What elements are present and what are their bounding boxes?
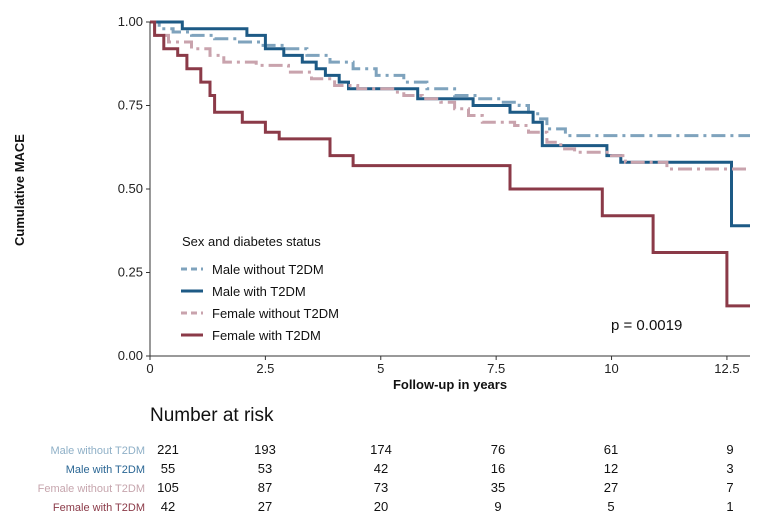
plot-area xyxy=(150,20,750,308)
series-line-3 xyxy=(150,20,750,171)
legend-entry-label: Male with T2DM xyxy=(212,284,306,299)
x-axis-title: Follow-up in years xyxy=(393,377,507,392)
risk-count: 55 xyxy=(161,461,175,476)
risk-count: 35 xyxy=(491,480,505,495)
risk-count: 73 xyxy=(374,480,388,495)
risk-count: 9 xyxy=(726,442,733,457)
axes: 0.00 0.25 0.50 0.75 1.00 0 2.5 5 7.5 10 12.5 xyxy=(118,14,750,376)
risk-count: 42 xyxy=(374,461,388,476)
risk-count: 105 xyxy=(157,480,179,495)
risk-count: 12 xyxy=(604,461,618,476)
y-tick-label: 1.00 xyxy=(118,14,143,29)
risk-count: 16 xyxy=(491,461,505,476)
risk-row-label: Male with T2DM xyxy=(66,464,145,476)
risk-table-title: Number at risk xyxy=(150,405,274,426)
risk-count: 5 xyxy=(607,499,614,514)
y-tick-label: 0.75 xyxy=(118,98,143,113)
legend-entry-label: Female without T2DM xyxy=(212,306,339,321)
legend-title: Sex and diabetes status xyxy=(182,234,321,249)
risk-count: 193 xyxy=(254,442,276,457)
y-tick-label: 0.00 xyxy=(118,348,143,363)
risk-count: 7 xyxy=(726,480,733,495)
risk-count: 3 xyxy=(726,461,733,476)
y-axis-title: Cumulative MACE xyxy=(12,134,27,246)
risk-count: 61 xyxy=(604,442,618,457)
risk-count: 76 xyxy=(491,442,505,457)
risk-count: 53 xyxy=(258,461,272,476)
risk-count: 221 xyxy=(157,442,179,457)
risk-row-label: Female with T2DM xyxy=(53,502,145,514)
risk-count: 1 xyxy=(726,499,733,514)
legend: Sex and diabetes status Male without T2DM… xyxy=(181,234,339,343)
risk-row-label: Male without T2DM xyxy=(50,445,145,457)
y-tick-label: 0.25 xyxy=(118,265,143,280)
risk-count: 174 xyxy=(370,442,392,457)
x-tick-label: 10 xyxy=(604,361,618,376)
risk-count: 27 xyxy=(604,480,618,495)
risk-count: 20 xyxy=(374,499,388,514)
x-tick-label: 7.5 xyxy=(487,361,505,376)
legend-entry-label: Male without T2DM xyxy=(212,262,324,277)
risk-row-label: Female without T2DM xyxy=(38,483,145,495)
risk-count: 27 xyxy=(258,499,272,514)
risk-count: 87 xyxy=(258,480,272,495)
y-tick-label: 0.50 xyxy=(118,181,143,196)
x-tick-label: 5 xyxy=(377,361,384,376)
x-tick-label: 12.5 xyxy=(714,361,739,376)
p-value-annotation: p = 0.0019 xyxy=(611,317,682,334)
risk-count: 42 xyxy=(161,499,175,514)
legend-entry-label: Female with T2DM xyxy=(212,328,321,343)
x-tick-label: 0 xyxy=(146,361,153,376)
x-tick-label: 2.5 xyxy=(256,361,274,376)
risk-count: 9 xyxy=(494,499,501,514)
series-line-1 xyxy=(150,20,750,138)
series-line-4 xyxy=(150,20,750,308)
series-line-2 xyxy=(150,20,750,228)
